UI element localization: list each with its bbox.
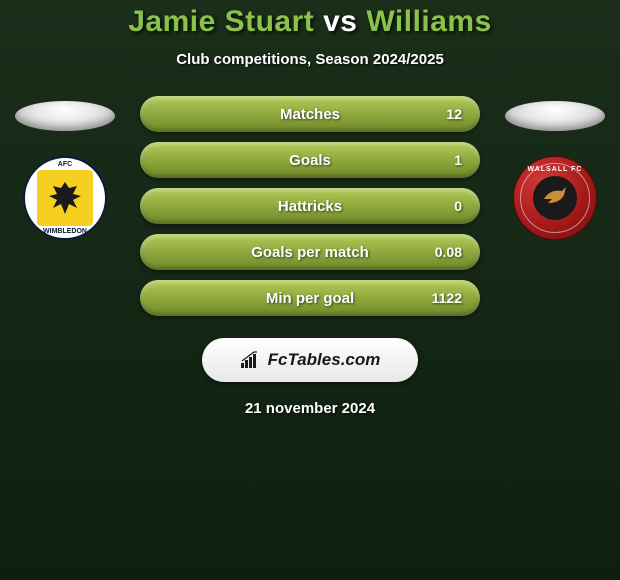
stat-row-matches: Matches 12 xyxy=(140,96,480,132)
stat-right-value: 0 xyxy=(454,198,462,214)
stat-label: Min per goal xyxy=(266,290,354,307)
right-column: WALSALL FC xyxy=(500,96,610,240)
comparison-card: Jamie Stuart vs Williams Club competitio… xyxy=(0,0,620,417)
club-badge-right: WALSALL FC xyxy=(513,156,597,240)
stat-right-value: 1 xyxy=(454,152,462,168)
attribution-text: FcTables.com xyxy=(268,350,381,370)
date-label: 21 november 2024 xyxy=(245,400,375,417)
bar-chart-icon xyxy=(240,351,262,369)
title-vs: vs xyxy=(323,5,357,38)
left-column: AFC WIMBLEDON xyxy=(10,96,120,240)
stat-label: Hattricks xyxy=(278,198,342,215)
stat-right-value: 0.08 xyxy=(435,244,462,260)
stat-row-goals: Goals 1 xyxy=(140,142,480,178)
attribution-pill[interactable]: FcTables.com xyxy=(202,338,418,382)
player2-name: Williams xyxy=(366,5,491,38)
player1-name: Jamie Stuart xyxy=(128,5,314,38)
player2-photo-placeholder xyxy=(505,101,605,131)
stat-right-value: 12 xyxy=(446,106,462,122)
badge-left-arc-top: AFC xyxy=(58,161,72,168)
stat-label: Goals per match xyxy=(251,244,369,261)
main-row: AFC WIMBLEDON Matches 12 xyxy=(0,96,620,316)
page-title: Jamie Stuart vs Williams xyxy=(128,5,492,39)
badge-right-arc-top: WALSALL FC xyxy=(528,166,583,173)
stat-row-hattricks: Hattricks 0 xyxy=(140,188,480,224)
player1-photo-placeholder xyxy=(15,101,115,131)
subtitle: Club competitions, Season 2024/2025 xyxy=(176,51,444,68)
stat-row-min-per-goal: Min per goal 1122 xyxy=(140,280,480,316)
eagle-icon xyxy=(43,176,87,220)
stats-column: Matches 12 Goals 1 Hattricks 0 Goals per… xyxy=(140,96,480,316)
badge-left-arc-bottom: WIMBLEDON xyxy=(43,228,87,235)
club-badge-left: AFC WIMBLEDON xyxy=(23,156,107,240)
stat-label: Goals xyxy=(289,152,331,169)
stat-right-value: 1122 xyxy=(432,290,462,306)
stat-label: Matches xyxy=(280,106,340,123)
stat-row-goals-per-match: Goals per match 0.08 xyxy=(140,234,480,270)
badge-right-ring xyxy=(520,163,590,233)
badge-left-shield xyxy=(37,170,93,226)
